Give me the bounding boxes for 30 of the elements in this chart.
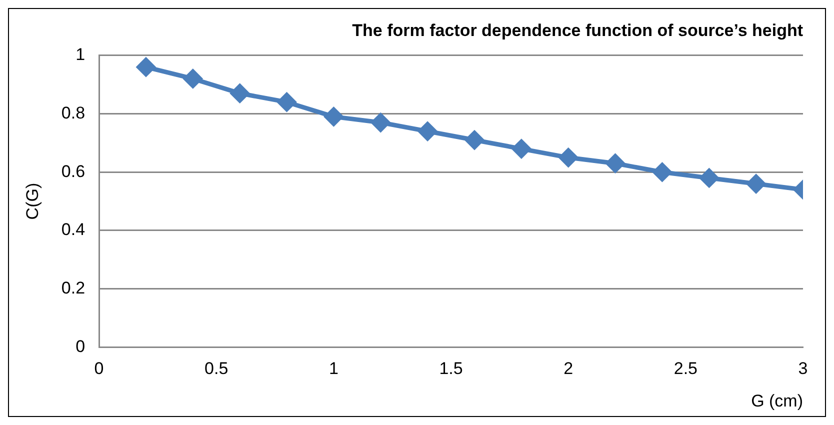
y-tick-label: 0.2: [61, 278, 86, 298]
y-tick-label: 1: [76, 45, 86, 64]
x-tick-label: 1.5: [439, 359, 463, 378]
point: [136, 58, 156, 76]
point: [184, 69, 202, 88]
x-tick-label: 3: [798, 359, 808, 378]
point: [746, 174, 766, 194]
x-tick-label: 2.5: [674, 359, 698, 378]
point: [278, 92, 296, 112]
chart-title: The form factor dependence function of source’s height: [352, 20, 804, 40]
x-tick-label: 0.5: [204, 359, 228, 378]
x-tick-label: 1: [328, 359, 338, 378]
point: [418, 122, 437, 141]
point: [559, 148, 578, 167]
y-tick-label: 0.6: [61, 162, 86, 181]
point: [324, 107, 343, 126]
y-tick-label: 0.4: [61, 220, 86, 240]
y-axis-title: C(G): [22, 182, 42, 220]
point: [700, 168, 718, 188]
x-tick-label: 0: [94, 359, 104, 378]
y-tick-label: 0.8: [61, 103, 86, 122]
point: [606, 154, 625, 173]
x-tick-label: 2: [564, 359, 574, 378]
x-axis-title: G (cm): [751, 391, 803, 410]
point: [230, 84, 250, 103]
point: [512, 140, 531, 158]
point: [371, 113, 390, 132]
point: [465, 130, 484, 150]
y-tick-label: 0: [76, 336, 86, 356]
point: [652, 162, 672, 182]
